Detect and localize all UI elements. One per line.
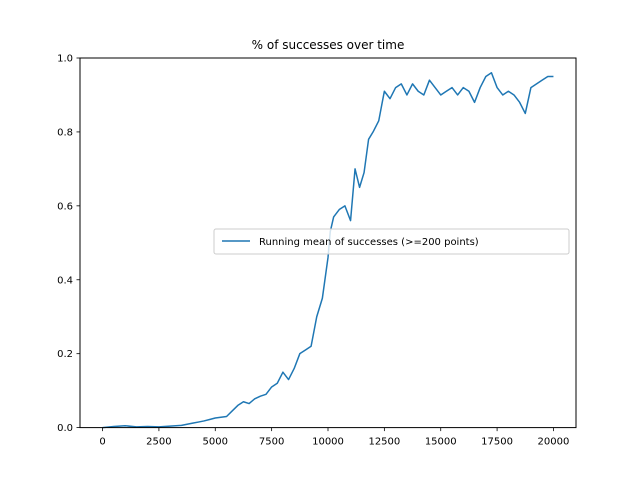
x-tick-label: 7500 <box>259 437 284 448</box>
y-tick-label: 0.0 <box>57 423 73 434</box>
x-tick-label: 0 <box>99 437 105 448</box>
x-tick-label: 10000 <box>312 437 344 448</box>
y-tick-label: 0.8 <box>57 127 73 138</box>
chart-title: % of successes over time <box>252 38 405 52</box>
legend-label: Running mean of successes (>=200 points) <box>259 237 479 248</box>
x-tick-label: 20000 <box>538 437 570 448</box>
x-tick-label: 12500 <box>368 437 400 448</box>
y-axis: 0.0 0.2 0.4 0.6 0.8 1.0 <box>57 54 80 434</box>
x-tick-label: 2500 <box>146 437 171 448</box>
legend: Running mean of successes (>=200 points) <box>213 228 570 255</box>
series-layer <box>102 72 554 429</box>
y-tick-label: 0.6 <box>57 201 73 212</box>
x-axis: 0 2500 5000 7500 10000 12500 15000 17500 20000 <box>99 427 570 448</box>
x-tick-label: 15000 <box>425 437 457 448</box>
x-tick-label: 17500 <box>481 437 513 448</box>
series-line-0 <box>102 72 554 429</box>
y-tick-label: 0.4 <box>57 275 73 286</box>
y-tick-label: 0.2 <box>57 349 73 360</box>
legend-box <box>213 228 570 255</box>
y-tick-label: 1.0 <box>57 54 73 65</box>
x-tick-label: 5000 <box>203 437 228 448</box>
